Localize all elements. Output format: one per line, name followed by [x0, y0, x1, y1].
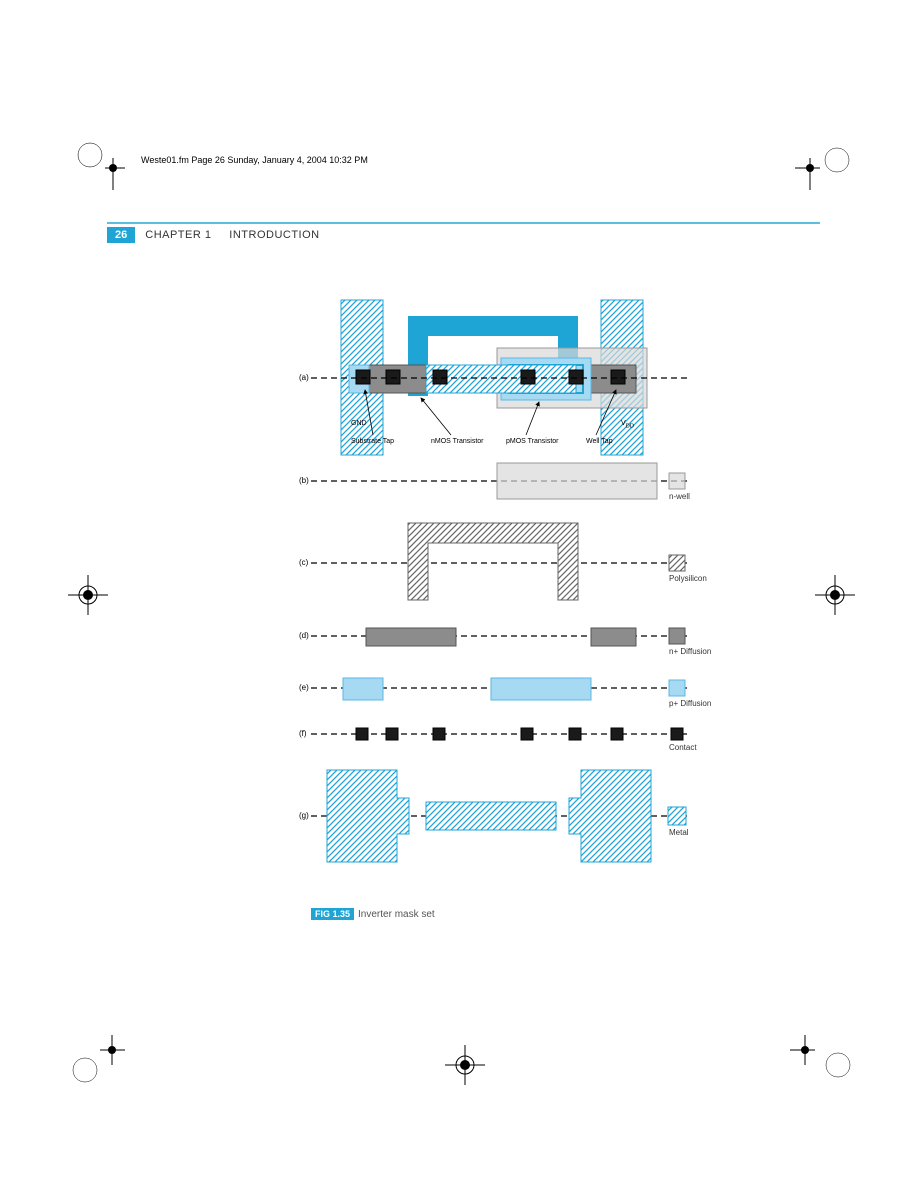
crop-mark-icon: [445, 1045, 485, 1085]
annot-substrate-tap: Substrate Tap: [351, 438, 394, 445]
crop-mark-icon: [815, 575, 855, 615]
chapter-label: CHAPTER 1 INTRODUCTION: [145, 227, 319, 243]
figure-number: FIG 1.35: [311, 908, 354, 920]
figure-mask-set: (a) (b) (c) (d) (e) (f) (g) n-well Polys…: [311, 280, 751, 900]
page-number: 26: [107, 227, 135, 243]
chapter-rule: [107, 222, 820, 224]
legend-contact: Contact: [669, 743, 697, 752]
crop-mark-icon: [75, 140, 125, 190]
figure-svg: [311, 280, 751, 900]
chapter-label-text: CHAPTER 1: [145, 229, 211, 241]
crop-mark-icon: [795, 140, 855, 200]
print-header: Weste01.fm Page 26 Sunday, January 4, 20…: [141, 155, 368, 165]
row-label-g: (g): [299, 811, 309, 820]
annot-gnd: GND: [351, 420, 367, 427]
legend-metal: Metal: [669, 828, 689, 837]
crop-mark-icon: [790, 1030, 860, 1090]
row-label-b: (b): [299, 476, 309, 485]
annot-vdd-sub: DD: [626, 423, 634, 429]
legend-nwell: n-well: [669, 492, 690, 501]
figure-caption: FIG 1.35 Inverter mask set: [311, 908, 435, 920]
figure-title: Inverter mask set: [358, 909, 435, 920]
row-label-f: (f): [299, 729, 307, 738]
crop-mark-icon: [70, 1030, 130, 1090]
legend-poly: Polysilicon: [669, 574, 707, 583]
row-label-c: (c): [299, 558, 308, 567]
annot-well-tap: Well Tap: [586, 438, 613, 445]
annot-vdd: VDD: [621, 420, 634, 429]
row-label-d: (d): [299, 631, 309, 640]
crop-mark-icon: [68, 575, 108, 615]
row-label-e: (e): [299, 683, 309, 692]
row-label-a: (a): [299, 373, 309, 382]
annot-nmos: nMOS Transistor: [431, 438, 484, 445]
chapter-title-text: INTRODUCTION: [229, 229, 319, 241]
annot-pmos: pMOS Transistor: [506, 438, 559, 445]
legend-ndiff: n+ Diffusion: [669, 647, 711, 656]
chapter-header: 26 CHAPTER 1 INTRODUCTION: [107, 227, 320, 243]
legend-pdiff: p+ Diffusion: [669, 699, 711, 708]
